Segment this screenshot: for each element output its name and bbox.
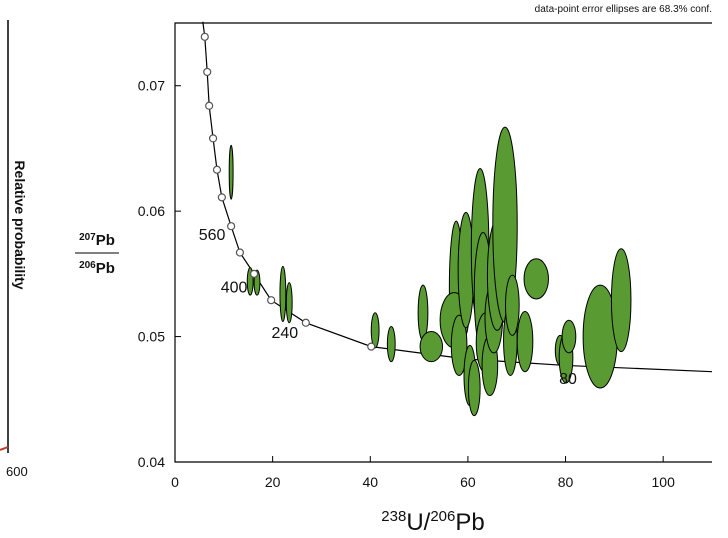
error-ellipse [516,310,534,373]
y-label-main: Pb [96,260,115,277]
y-tick-label: 0.07 [138,78,165,94]
error-ellipse [561,319,577,354]
error-ellipse [450,314,468,376]
error-ellipse [610,248,632,353]
age-marker [200,32,209,41]
side-tick-label: 600 [6,464,28,479]
age-marker [208,134,218,143]
age-label: 240 [271,325,298,342]
error-ellipse [417,284,429,341]
axes [174,22,712,463]
x-tick-label: 80 [558,474,574,490]
age-marker [212,165,222,174]
y-tick-label: 0.06 [138,203,165,219]
age-label: 560 [199,227,226,244]
x-label: 238U/206Pb [381,508,484,536]
x-tick-label: 20 [265,474,281,490]
x-label-sup: 206 [430,508,455,525]
error-ellipse [228,144,234,200]
y-label-bottom: 206Pb [79,260,115,277]
age-marker [227,222,236,231]
age-marker [301,318,310,327]
age-marker [267,296,276,305]
x-label-sup: 238 [381,508,406,525]
error-ellipse [285,282,293,324]
side-ylabel: Relative probability [12,160,28,289]
age-label: 80 [559,371,577,388]
y-label-sup: 206 [79,260,96,271]
age-marker [217,193,226,202]
age-marker [205,101,214,110]
age-marker [249,269,259,278]
x-tick-label: 0 [171,474,179,490]
y-label-top: 207Pb [79,232,115,249]
error-ellipse [467,359,481,417]
side-curve [0,446,9,451]
error-ellipse [523,258,549,300]
x-label-main: Pb [455,509,484,536]
age-label: 400 [221,280,248,297]
error-ellipse [504,274,520,336]
y-tick-label: 0.05 [138,329,165,345]
age-marker [235,248,245,257]
error-ellipse [386,326,396,363]
note: data-point error ellipses are 68.3% conf… [535,4,712,15]
error-ellipse [419,331,444,363]
error-ellipse [370,312,380,349]
x-tick-label: 100 [652,474,676,490]
y-tick-label: 0.04 [138,454,165,470]
x-label-main: U/ [406,509,430,536]
age-marker [203,67,212,77]
error-ellipse [279,265,287,323]
y-label-sup: 207 [79,232,96,243]
x-tick-label: 60 [460,474,476,490]
x-tick-label: 40 [362,474,378,490]
age-marker [367,342,376,351]
y-label-main: Pb [96,232,115,249]
